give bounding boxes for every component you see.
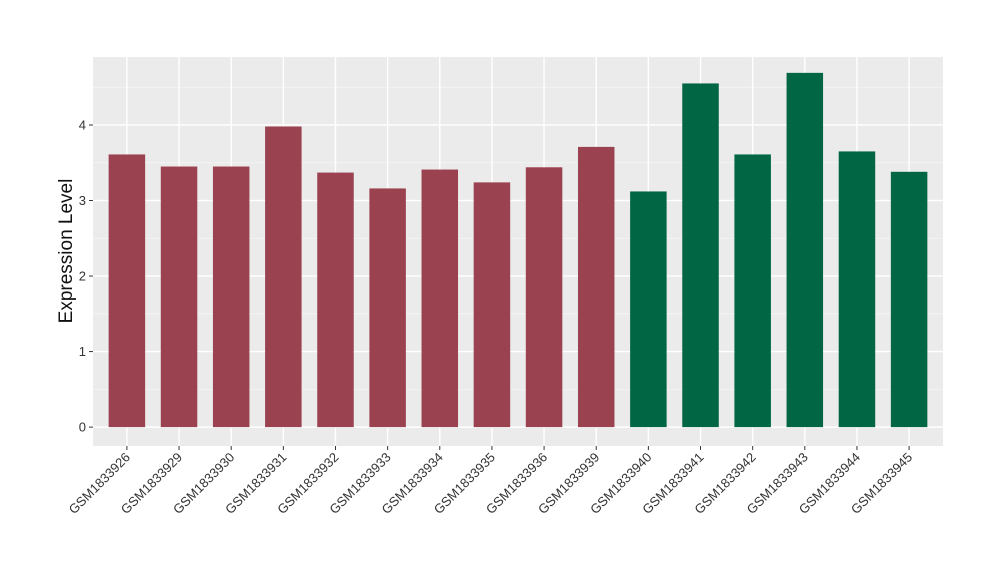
bar [108, 154, 146, 428]
bar [369, 188, 406, 428]
y-tick-label: 4 [79, 117, 86, 132]
y-tick-label: 2 [79, 269, 86, 284]
bar [473, 182, 511, 428]
bar [421, 169, 459, 428]
bar [317, 172, 354, 428]
bar [265, 126, 302, 428]
y-tick-label: 0 [79, 420, 86, 435]
bars [108, 72, 928, 428]
bar [682, 83, 719, 428]
bar [630, 191, 667, 428]
bar [890, 171, 928, 428]
bar [786, 72, 824, 428]
y-axis: 0 1 2 3 4 [79, 117, 93, 435]
bar [838, 151, 876, 428]
bar [577, 146, 615, 428]
x-axis: GSM1833926GSM1833929GSM1833930GSM1833931… [66, 446, 915, 517]
y-tick-label: 1 [79, 344, 86, 359]
bar [734, 154, 771, 428]
bar [160, 166, 198, 428]
y-tick-label: 3 [79, 193, 86, 208]
bar [525, 167, 563, 428]
y-axis-title: Expression Level [56, 179, 77, 324]
bar [212, 166, 250, 428]
